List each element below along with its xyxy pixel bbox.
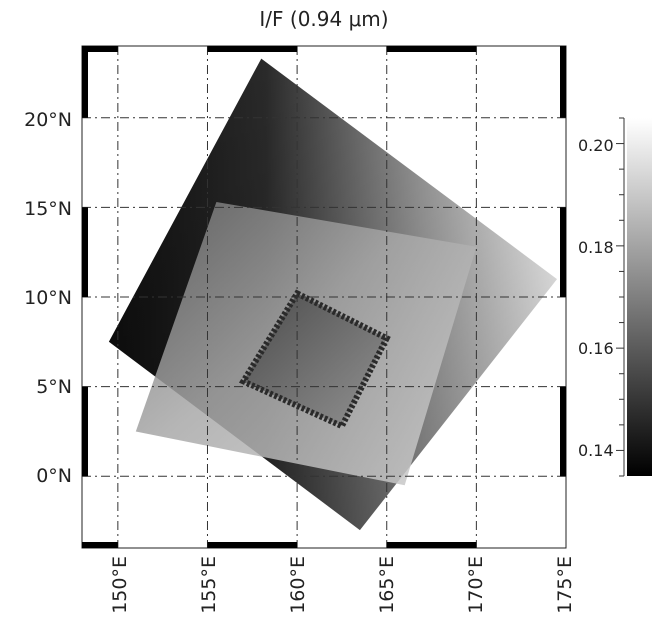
map-frame [81,45,567,549]
frame-segment [560,207,566,297]
lon-label-170e: 170°E [465,556,487,614]
lon-label-175e: 175°E [554,556,576,614]
latitude-gridlines [82,117,566,477]
frame-segment [386,46,477,52]
map-title: I/F (0.94 μm) [259,7,388,31]
colorbar-gradient [627,118,652,476]
colorbar-minor-ticks [616,117,624,477]
colorbar-tick-label-014: 0.14 [578,441,614,460]
colorbar-tick-label-020: 0.20 [578,136,614,155]
lon-label-165e: 165°E [376,556,398,614]
imagery-layer [108,58,558,531]
frame-segment [82,207,88,297]
colorbar: 0.20 0.18 0.16 0.14 [578,117,652,477]
frame-segment [207,542,298,548]
colorbar-tick-label-016: 0.16 [578,339,614,358]
frame-segment [207,46,298,52]
lat-label-15n: 15°N [24,198,72,220]
lon-label-150e: 150°E [109,556,131,614]
lon-label-155e: 155°E [198,556,220,614]
lat-label-0n: 0°N [36,465,72,487]
frame-segment [386,542,477,548]
frame-segment [82,386,88,477]
frame-segment [82,46,88,118]
longitude-labels: 150°E 155°E 160°E 165°E 170°E 175°E [109,556,576,614]
colorbar-tick-label-018: 0.18 [578,238,614,257]
frame-segment [560,46,566,118]
lon-label-160e: 160°E [287,556,309,614]
frame-segment [560,386,566,477]
lat-label-20n: 20°N [24,109,72,131]
latitude-labels: 20°N 15°N 10°N 5°N 0°N [24,109,72,487]
frame-segment [82,542,118,548]
lat-label-5n: 5°N [36,376,72,398]
inner-image-tile [238,289,391,431]
frame-segment [82,46,118,52]
lat-label-10n: 10°N [24,287,72,309]
